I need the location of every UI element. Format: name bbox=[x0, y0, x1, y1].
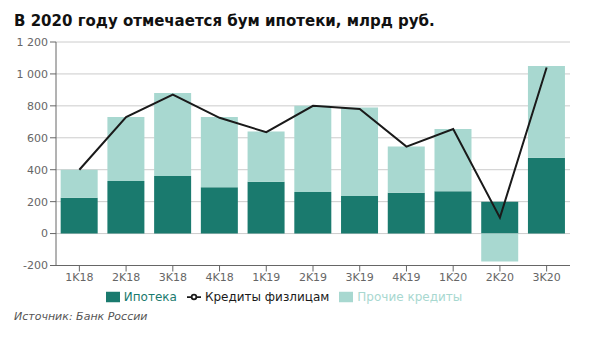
svg-text:4K18: 4K18 bbox=[205, 271, 233, 284]
html-text:Прочие кредиты: Прочие кредиты bbox=[357, 289, 463, 304]
svg-text:3K20: 3K20 bbox=[533, 271, 561, 284]
svg-text:200: 200 bbox=[27, 196, 48, 209]
svg-text:1K18: 1K18 bbox=[65, 271, 93, 284]
svg-text:-200: -200 bbox=[23, 259, 48, 272]
svg-text:1K20: 1K20 bbox=[439, 271, 467, 284]
svg-text:400: 400 bbox=[27, 164, 48, 177]
svg-text:1 200: 1 200 bbox=[17, 36, 49, 49]
svg-text:600: 600 bbox=[27, 132, 48, 145]
html-text:В 2020 году отмечается бум ипо: В 2020 году отмечается бум ипотеки, млрд… bbox=[14, 12, 435, 30]
svg-text:4K19: 4K19 bbox=[392, 271, 420, 284]
html-text:Кредиты физлицам: Кредиты физлицам bbox=[204, 289, 330, 304]
svg-text:2K18: 2K18 bbox=[112, 271, 140, 284]
svg-text:0: 0 bbox=[41, 227, 48, 240]
svg-text:800: 800 bbox=[27, 100, 48, 113]
svg-text:2K19: 2K19 bbox=[299, 271, 327, 284]
svg-text:3K18: 3K18 bbox=[159, 271, 187, 284]
html-text:Ипотека: Ипотека bbox=[123, 289, 177, 304]
svg-text:3K19: 3K19 bbox=[346, 271, 374, 284]
svg-text:2K20: 2K20 bbox=[486, 271, 514, 284]
html-text:Источник: Банк России: Источник: Банк России bbox=[14, 310, 148, 323]
svg-text:1 000: 1 000 bbox=[17, 68, 49, 81]
svg-text:1K19: 1K19 bbox=[252, 271, 280, 284]
